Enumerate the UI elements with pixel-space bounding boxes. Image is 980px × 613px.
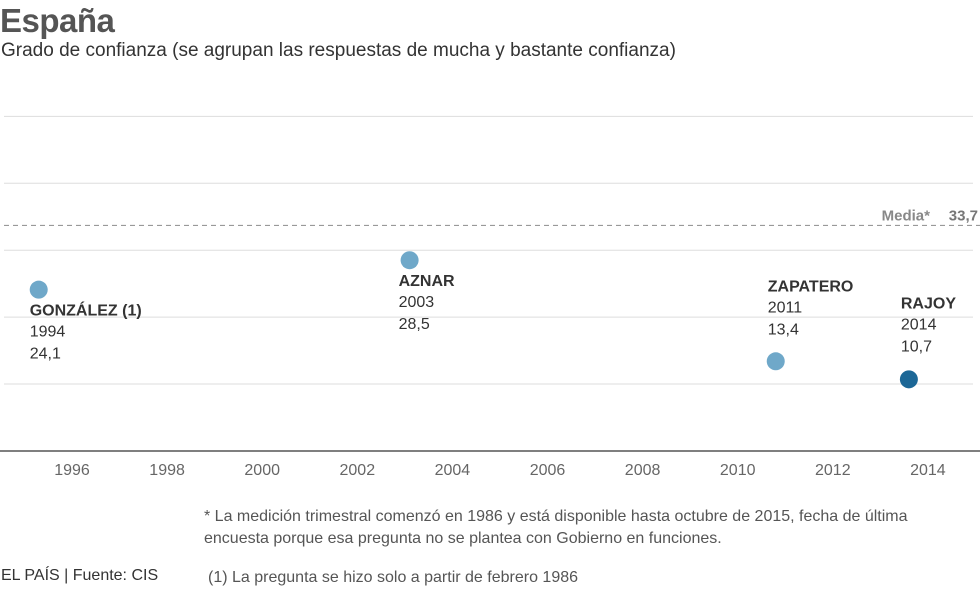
chart-title: España: [0, 2, 115, 39]
source-credit: EL PAÍS | Fuente: CIS: [1, 567, 159, 584]
x-tick-label: 1998: [149, 462, 185, 479]
reference-line-label: Media*: [882, 207, 931, 224]
reference-line-value: 33,7: [949, 207, 978, 224]
footnote: (1) La pregunta se hizo solo a partir de…: [208, 569, 579, 586]
data-point: [29, 280, 48, 299]
point-name-label: AZNAR: [399, 273, 455, 290]
data-point: [766, 352, 785, 371]
chart-area: 1996 1998 2000 2002 2004 2006 2008 2010 2012 2014…: [0, 115, 980, 479]
data-point: [899, 370, 918, 389]
x-tick-label: 2004: [435, 462, 471, 479]
x-tick-label: 2002: [340, 462, 376, 479]
x-tick-label: 2014: [910, 462, 946, 479]
point-value-label: 24,1: [30, 346, 61, 363]
point-year-label: 2003: [399, 294, 435, 311]
x-tick-label: 1996: [54, 462, 90, 479]
point-value-label: 28,5: [399, 316, 430, 333]
x-tick-label: 2008: [625, 462, 661, 479]
point-value-label: 10,7: [901, 338, 932, 355]
methodology-note: * La medición trimestral comenzó en 1986…: [204, 508, 908, 547]
x-tick-label: 2006: [530, 462, 566, 479]
point-value-label: 13,4: [768, 321, 799, 338]
x-tick-label: 2012: [815, 462, 851, 479]
chart-subtitle: Grado de confianza (se agrupan las respu…: [1, 40, 676, 61]
point-year-label: 1994: [30, 324, 66, 341]
x-tick-label: 2010: [720, 462, 756, 479]
data-point: [400, 251, 419, 270]
point-name-label: ZAPATERO: [768, 278, 854, 295]
x-tick-label: 2000: [244, 462, 280, 479]
point-name-label: GONZÁLEZ (1): [30, 301, 142, 320]
point-name-label: RAJOY: [901, 295, 956, 312]
point-year-label: 2014: [901, 316, 937, 333]
point-year-label: 2011: [768, 299, 803, 316]
